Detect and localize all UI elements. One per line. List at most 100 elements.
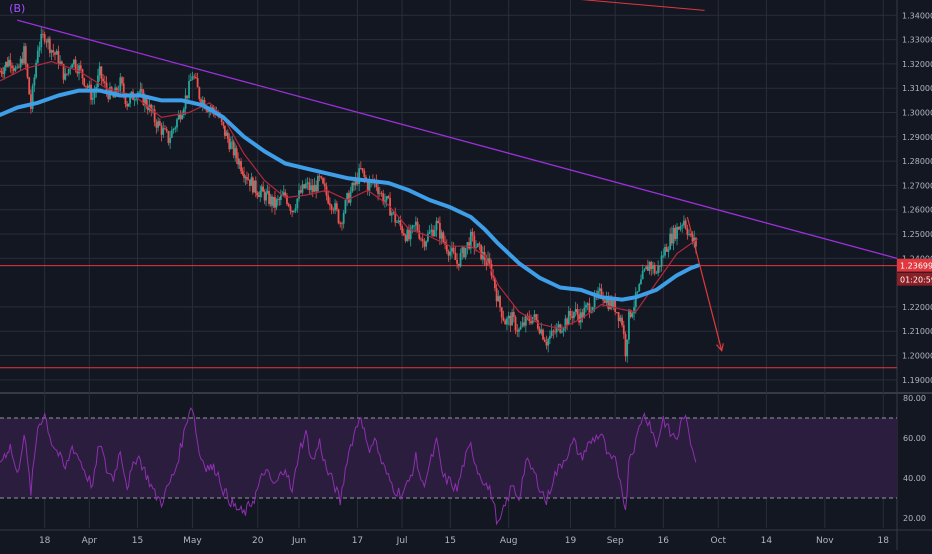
candle-body (100, 66, 103, 79)
candle-body (16, 66, 19, 68)
candle-body (616, 311, 618, 313)
candle-body (107, 91, 110, 99)
candle-body (158, 121, 161, 126)
candle-body (86, 86, 89, 88)
candle-body (645, 266, 648, 270)
rsi-series (0, 407, 697, 526)
candle-body (211, 106, 213, 109)
candle-body (254, 180, 257, 193)
trendline[interactable] (567, 0, 705, 11)
candle-body (102, 78, 105, 82)
candle-body (7, 59, 10, 67)
price-tick-label: 1.34000 (902, 11, 932, 20)
candle-body (234, 148, 237, 156)
candle-body (564, 318, 567, 329)
candle-body (205, 108, 208, 111)
candle-body (289, 206, 292, 211)
candle-body (206, 110, 209, 112)
trendline[interactable] (17, 19, 898, 259)
candle-body (435, 220, 438, 231)
candle-body (562, 328, 565, 332)
candle-body (188, 80, 190, 98)
candle-body (179, 113, 182, 120)
candle-body (66, 73, 68, 75)
rsi-tick-label: 80.00 (903, 394, 926, 403)
candle-body (612, 299, 615, 309)
candle-body (576, 309, 579, 315)
candle-body (260, 186, 263, 192)
candle-body (428, 231, 431, 234)
candle-body (138, 92, 140, 94)
x-tick-label: 15 (444, 536, 455, 546)
horizontal-lines[interactable] (0, 265, 897, 369)
candle-body (67, 68, 70, 74)
candle-body (402, 233, 405, 236)
candle-body (605, 298, 608, 303)
candle-body (278, 199, 281, 200)
candle-body (150, 104, 153, 112)
candle-body (334, 203, 336, 211)
candle-body (133, 99, 136, 101)
candle-body (693, 237, 696, 242)
candle-body (569, 310, 572, 316)
candle-body (344, 200, 347, 214)
candle-body (225, 132, 228, 136)
candle-body (528, 316, 531, 322)
candle-body (88, 84, 91, 88)
candle-body (408, 229, 410, 240)
candle-body (286, 195, 288, 204)
candle-body (624, 334, 627, 357)
candle-body (238, 161, 241, 165)
candle-body (469, 231, 472, 249)
x-tick-label: Sep (607, 536, 624, 546)
candle-body (353, 182, 355, 186)
candle-body (35, 62, 37, 78)
candle-body (201, 99, 204, 105)
candle-body (459, 253, 462, 267)
candle-body (406, 229, 409, 241)
candle-body (282, 192, 285, 196)
candle-body (52, 50, 55, 53)
candle-body (57, 50, 60, 65)
candle-body (377, 187, 379, 194)
candle-body (610, 299, 613, 309)
candle-body (430, 229, 433, 232)
candle-body (308, 182, 311, 190)
rsi-line (0, 407, 697, 526)
candle-body (418, 230, 421, 239)
candle-body (164, 128, 166, 130)
candle-body (33, 77, 36, 86)
candle-body (463, 247, 465, 258)
candle-body (256, 192, 259, 196)
candle-body (440, 232, 443, 239)
candle-body (91, 97, 94, 100)
x-tick-label: 14 (761, 536, 773, 546)
candle-body (619, 317, 622, 321)
candle-body (533, 314, 536, 317)
x-tick-label: Oct (711, 536, 727, 546)
candle-body (437, 220, 440, 224)
candle-body (76, 69, 79, 74)
candle-body (578, 314, 580, 323)
candle-body (244, 176, 247, 179)
candle-body (124, 94, 127, 104)
candle-body (337, 209, 340, 224)
candle-body (674, 227, 677, 239)
candle-body (363, 170, 366, 177)
candle-body (646, 266, 649, 271)
candle-body (198, 87, 201, 100)
rsi-band-fill (0, 418, 897, 498)
candle-body (449, 251, 452, 256)
candle-body (421, 239, 424, 242)
candle-body (662, 255, 665, 257)
candle-body (538, 328, 541, 334)
candle-body (320, 176, 323, 179)
candle-body (196, 78, 199, 88)
price-tick-label: 1.31000 (902, 84, 932, 93)
price-tick-label: 1.20000 (902, 352, 932, 361)
candle-body (139, 89, 142, 93)
candle-body (121, 77, 123, 84)
candle-body (232, 141, 235, 156)
